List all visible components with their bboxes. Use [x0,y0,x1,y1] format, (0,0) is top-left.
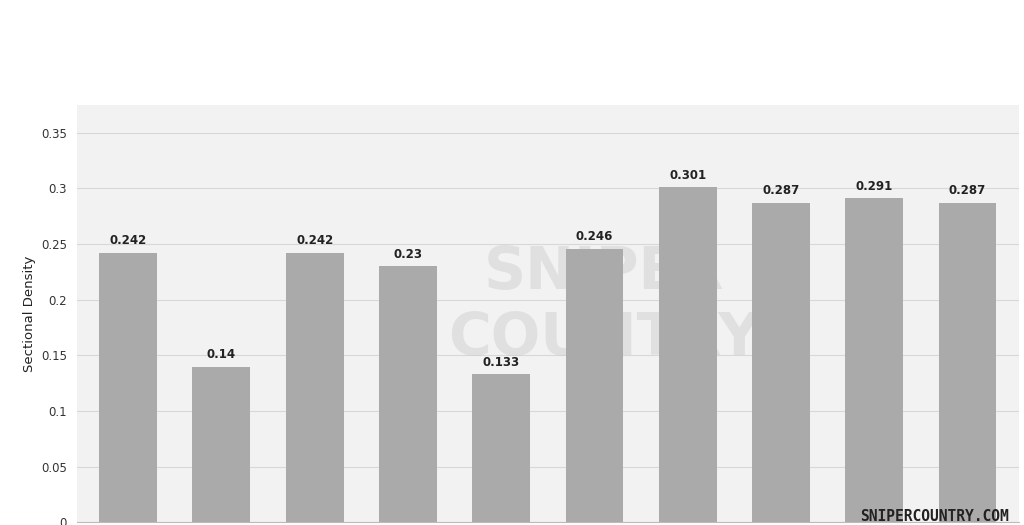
Bar [939,203,996,522]
Bar [752,203,810,522]
Y-axis label: Sectional Density: Sectional Density [23,256,36,372]
Bar [565,248,624,522]
Text: 0.287: 0.287 [949,184,986,197]
Bar [846,198,903,522]
Text: 0.291: 0.291 [856,180,893,193]
Text: 0.246: 0.246 [575,230,613,243]
Text: 0.23: 0.23 [393,248,423,261]
Bar [193,366,250,522]
Text: SECTIONAL DENSITY: SECTIONAL DENSITY [272,24,752,66]
Text: 0.133: 0.133 [482,356,520,369]
Bar [472,374,530,522]
Text: 0.242: 0.242 [296,235,333,247]
Text: 0.242: 0.242 [110,235,146,247]
Text: SNIPERCOUNTRY.COM: SNIPERCOUNTRY.COM [860,509,1009,524]
Text: SNIPER
COUNTRY: SNIPER COUNTRY [449,244,761,367]
Text: 0.14: 0.14 [207,348,236,361]
Text: 0.301: 0.301 [670,169,707,182]
Bar [379,266,437,522]
Bar [99,253,157,522]
Text: 0.287: 0.287 [763,184,800,197]
Bar [658,187,717,522]
Bar [286,253,344,522]
